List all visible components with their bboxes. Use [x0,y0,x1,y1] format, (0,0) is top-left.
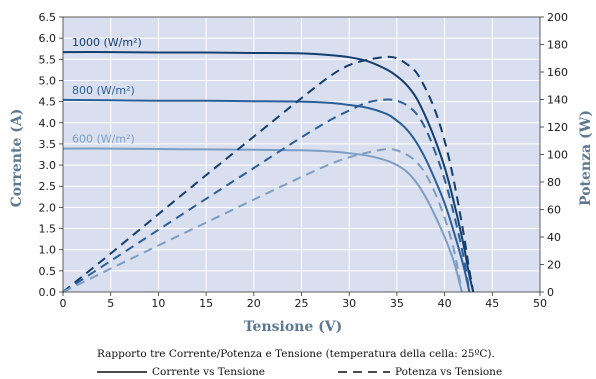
x-tick-label: 45 [485,297,499,310]
y2-tick-label: 120 [547,121,568,134]
y2-tick-label: 0 [547,286,554,299]
chart-caption: Rapporto tre Corrente/Potenza e Tensione… [97,348,495,360]
y2-tick-label: 80 [547,176,561,189]
x-axis-title: Tensione (V) [244,319,343,335]
y-tick-label: 6.0 [39,32,57,45]
legend-swatch-dashed [338,371,390,373]
x-tick-label: 25 [295,297,309,310]
x-tick-label: 10 [151,297,165,310]
current-curve-1 [62,98,471,293]
y-tick-label: 1.5 [39,223,57,236]
y-tick-label: 4.0 [39,117,57,130]
x-tick-label: 30 [342,297,356,310]
series-label-2: 600 (W/m²) [72,133,135,146]
current-curve-2 [62,147,463,293]
legend-label-power: Potenza vs Tensione [395,366,503,378]
y2-tick-label: 160 [547,66,568,79]
y2-axis-title: Potenza (W) [578,110,594,206]
series-label-1: 800 (W/m²) [72,84,135,97]
legend-swatch-solid [97,371,147,373]
x-tick-label: 35 [390,297,404,310]
legend-label-current: Corrente vs Tensione [152,366,266,378]
current-curve-0 [62,51,475,293]
axes: 0 5 10 15 20 25 30 35 40 45 50 0.0 0.5 1.0 1.5 2.0 2.5 3.… [39,11,569,310]
y2-tick-label: 100 [547,149,568,162]
y-tick-label: 0.5 [39,265,57,278]
series-lines [62,51,475,293]
x-tick-label: 15 [199,297,213,310]
y2-tick-label: 200 [547,11,568,24]
chart: 0 5 10 15 20 25 30 35 40 45 50 0.0 0.5 1.0 1.5 2.0 2.5 3.… [9,11,594,335]
power-curve-5 [62,147,463,293]
series-labels: 1000 (W/m²) 800 (W/m²) 600 (W/m²) [72,36,142,145]
y-tick-label: 5.5 [39,53,57,66]
x-tick-label: 0 [60,297,67,310]
power-curve-4 [62,98,471,293]
x-tick-label: 20 [247,297,261,310]
power-curve-3 [62,55,475,293]
y-tick-label: 5.0 [39,74,57,87]
x-tick-label: 50 [533,297,547,310]
legend-item-power: Potenza vs Tensione [338,366,502,378]
x-tick-label: 5 [107,297,114,310]
series-label-0: 1000 (W/m²) [72,36,142,49]
y2-tick-label: 180 [547,39,568,52]
x-tick-label: 40 [438,297,452,310]
y2-tick-label: 20 [547,259,561,272]
y-tick-label: 3.0 [39,159,57,172]
y-tick-label: 2.5 [39,180,57,193]
y2-tick-label: 40 [547,231,561,244]
y-tick-label: 6.5 [39,11,57,24]
y2-tick-label: 60 [547,204,561,217]
y-tick-label: 1.0 [39,244,57,257]
y-tick-label: 3.5 [39,138,57,151]
y-tick-label: 0.0 [39,286,57,299]
y-tick-label: 4.5 [39,96,57,109]
y-tick-label: 2.0 [39,201,57,214]
legend-item-current: Corrente vs Tensione [97,366,265,378]
y-axis-title: Corrente (A) [9,109,25,208]
y2-tick-label: 140 [547,94,568,107]
